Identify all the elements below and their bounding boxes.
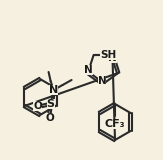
Text: CF₃: CF₃ xyxy=(105,119,125,129)
Text: SH: SH xyxy=(100,50,117,60)
Text: S: S xyxy=(47,99,55,109)
Text: O: O xyxy=(45,113,54,123)
Text: N: N xyxy=(84,65,93,75)
Text: O: O xyxy=(33,101,42,111)
Text: N: N xyxy=(108,53,117,63)
Text: N: N xyxy=(49,85,58,95)
Text: N: N xyxy=(98,76,106,86)
